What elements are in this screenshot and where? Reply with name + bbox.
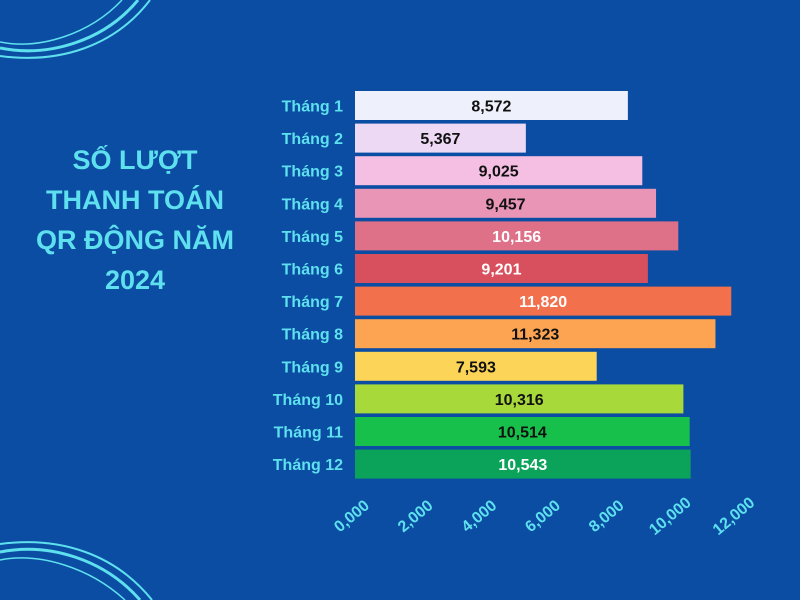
data-label: 8,572 — [471, 99, 511, 116]
x-tick-label: 12,000 — [710, 494, 758, 539]
data-label: 10,156 — [492, 229, 541, 246]
page-title: SỐ LƯỢT THANH TOÁN QR ĐỘNG NĂM 2024 — [20, 140, 250, 300]
title-line: SỐ LƯỢT — [72, 145, 198, 175]
title-line: THANH TOÁN — [46, 185, 224, 215]
decorative-swirl-bottom — [0, 541, 153, 600]
category-label: Tháng 7 — [282, 294, 343, 311]
category-label: Tháng 10 — [273, 392, 343, 409]
title-line: QR ĐỘNG NĂM — [36, 225, 234, 255]
data-label: 9,025 — [479, 164, 519, 181]
data-label: 5,367 — [420, 131, 460, 148]
bar-6 — [355, 254, 648, 283]
x-tick-label: 8,000 — [586, 497, 628, 536]
data-label: 9,457 — [486, 196, 526, 213]
x-tick-label: 6,000 — [522, 497, 564, 536]
decorative-swirl-top — [0, 0, 151, 59]
category-label: Tháng 5 — [282, 229, 343, 246]
title-line: 2024 — [104, 265, 166, 295]
x-axis-ticks: 0,000 2,000 4,000 6,000 8,000 10,000 12,000 — [331, 494, 758, 539]
data-label: 11,323 — [511, 327, 559, 344]
category-label: Tháng 12 — [273, 457, 343, 474]
bar-7 — [355, 286, 732, 316]
category-label: Tháng 9 — [282, 359, 343, 376]
bar-10 — [355, 384, 684, 414]
category-label: Tháng 3 — [282, 164, 343, 181]
bar-3 — [355, 156, 643, 186]
data-label: 10,543 — [498, 457, 547, 474]
bar-9 — [355, 351, 597, 381]
bar-4 — [355, 188, 657, 218]
data-label: 9,201 — [481, 262, 521, 279]
category-label: Tháng 8 — [282, 327, 343, 344]
bars-group: Tháng 1 8,572 Tháng 2 5,367 Tháng 3 9,025 Thán… — [273, 91, 732, 479]
bar-1 — [355, 91, 628, 120]
category-label: Tháng 1 — [282, 99, 343, 116]
category-label: Tháng 6 — [282, 262, 343, 279]
x-tick-label: 4,000 — [459, 497, 501, 536]
bar-8 — [355, 319, 716, 349]
data-label: 7,593 — [456, 359, 496, 376]
category-label: Tháng 4 — [282, 196, 343, 213]
data-label: 10,514 — [498, 425, 547, 442]
category-label: Tháng 11 — [274, 425, 343, 442]
x-tick-label: 2,000 — [395, 497, 437, 536]
x-tick-label: 10,000 — [646, 494, 694, 539]
bar-5 — [355, 221, 679, 251]
bar-11 — [355, 417, 690, 446]
category-label: Tháng 2 — [282, 131, 343, 148]
bar-2 — [355, 123, 526, 153]
x-tick-label: 0,000 — [331, 497, 373, 536]
data-label: 11,820 — [519, 294, 567, 311]
bar-12 — [355, 449, 691, 479]
data-label: 10,316 — [495, 392, 544, 409]
